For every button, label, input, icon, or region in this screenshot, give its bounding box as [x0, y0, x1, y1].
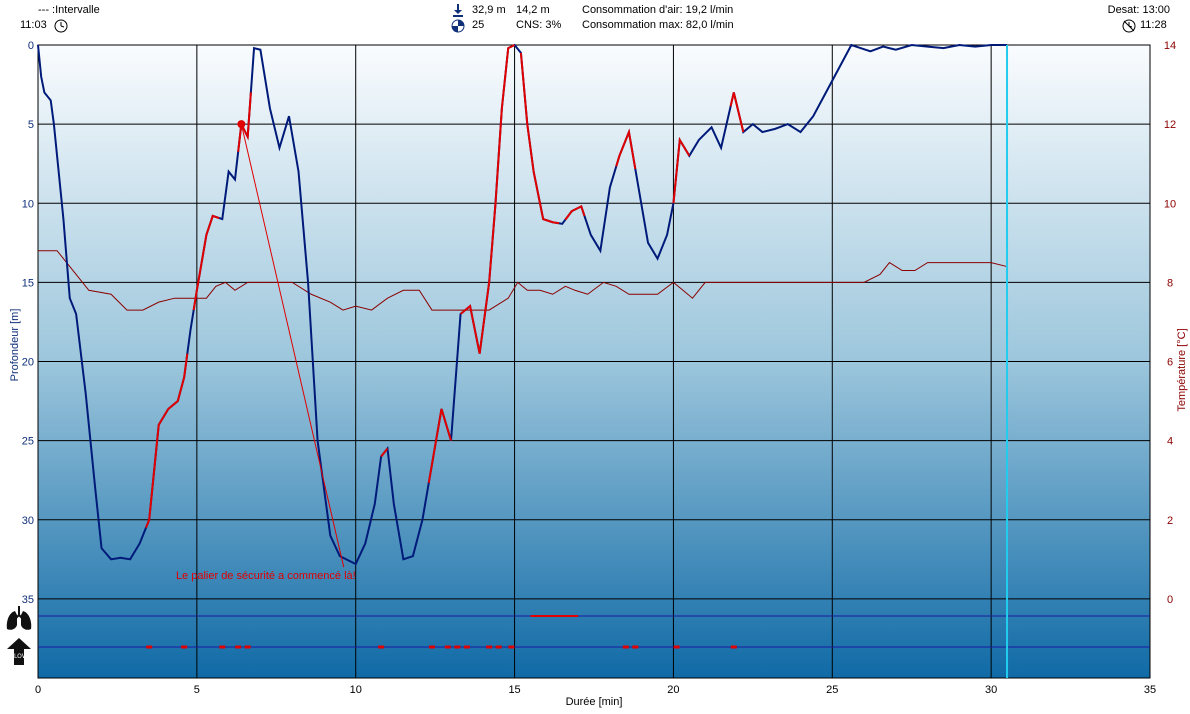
temperature-min: 25 — [472, 19, 485, 31]
y-tick-label: 0 — [28, 40, 34, 52]
avg-depth: 14,2 m — [516, 4, 550, 16]
y-tick-label: 20 — [22, 357, 34, 369]
y2-tick-label: 14 — [1164, 40, 1176, 52]
x-tick-label: 15 — [508, 684, 520, 696]
y2-tick-label: 12 — [1164, 119, 1176, 131]
fast-ascent-segment — [519, 52, 560, 225]
x-tick-label: 20 — [667, 684, 679, 696]
y2-axis-ticks: 14 12 10 8 6 4 2 0 — [1164, 40, 1176, 606]
fast-ascent-segments — [145, 44, 745, 529]
fast-ascent-segment — [192, 214, 220, 311]
fast-ascent-segment — [380, 447, 389, 458]
y-tick-label: 10 — [22, 198, 34, 210]
thermometer-gauge-icon — [451, 19, 465, 33]
fast-ascent-segment — [672, 136, 691, 204]
y-axis-label: Profondeur [m] — [9, 309, 21, 382]
fast-ascent-segment — [564, 205, 586, 221]
y2-tick-label: 0 — [1167, 594, 1173, 606]
y-axis-ticks: 0 5 10 15 20 25 30 35 — [22, 40, 34, 606]
y-tick-label: 15 — [22, 277, 34, 289]
fast-ascent-segment — [145, 353, 189, 529]
y2-tick-label: 4 — [1167, 436, 1173, 448]
fast-ascent-segment — [237, 92, 252, 152]
air-consumption: Consommation d'air: 19,2 l/min — [582, 4, 734, 16]
air-consumption-max: Consommation max: 82,0 l/min — [582, 19, 734, 31]
x-tick-label: 30 — [985, 684, 997, 696]
x-tick-label: 10 — [350, 684, 362, 696]
svg-text:SLOW: SLOW — [10, 653, 28, 660]
y2-axis-label: Température [°C] — [1176, 328, 1188, 411]
x-axis-ticks: 0 5 10 15 20 25 30 35 — [35, 684, 1156, 696]
x-tick-label: 25 — [826, 684, 838, 696]
y-tick-label: 35 — [22, 594, 34, 606]
annotation-text: Le palier de sécurité a commencé là! — [176, 570, 356, 582]
y2-tick-label: 6 — [1167, 357, 1173, 369]
fast-ascent-segment — [459, 44, 516, 354]
interval-label: --- :Intervalle — [38, 4, 100, 16]
y2-tick-label: 8 — [1167, 277, 1173, 289]
x-tick-label: 5 — [194, 684, 200, 696]
x-tick-label: 35 — [1144, 684, 1156, 696]
x-tick-label: 0 — [35, 684, 41, 696]
ascent-warning-icon: SLOW — [7, 638, 31, 665]
clock-icon — [54, 19, 68, 33]
y2-tick-label: 2 — [1167, 515, 1173, 527]
end-time: 11:28 — [1140, 19, 1167, 31]
y-tick-label: 30 — [22, 515, 34, 527]
annotation-marker[interactable] — [237, 120, 246, 129]
max-depth: 32,9 m — [472, 4, 506, 16]
desat-time: Desat: 13:00 — [1107, 4, 1170, 16]
y-tick-label: 5 — [28, 119, 34, 131]
down-arrow-icon — [453, 4, 463, 17]
grid — [38, 45, 1150, 678]
fast-ascent-segment — [615, 128, 637, 170]
temperature-line — [38, 250, 1008, 311]
start-time: 11:03 — [20, 19, 47, 31]
lungs-icon — [6, 606, 32, 630]
bottom-indicator-bars — [38, 615, 1150, 649]
clock-crossed-icon — [1122, 19, 1136, 33]
fast-ascent-segment — [427, 408, 452, 483]
y-tick-label: 25 — [22, 436, 34, 448]
x-axis-label: Durée [min] — [566, 696, 623, 708]
fast-ascent-segment — [729, 92, 745, 133]
y2-tick-label: 10 — [1164, 198, 1176, 210]
annotation-leader-line — [240, 124, 345, 568]
cns-value: CNS: 3% — [516, 19, 562, 31]
